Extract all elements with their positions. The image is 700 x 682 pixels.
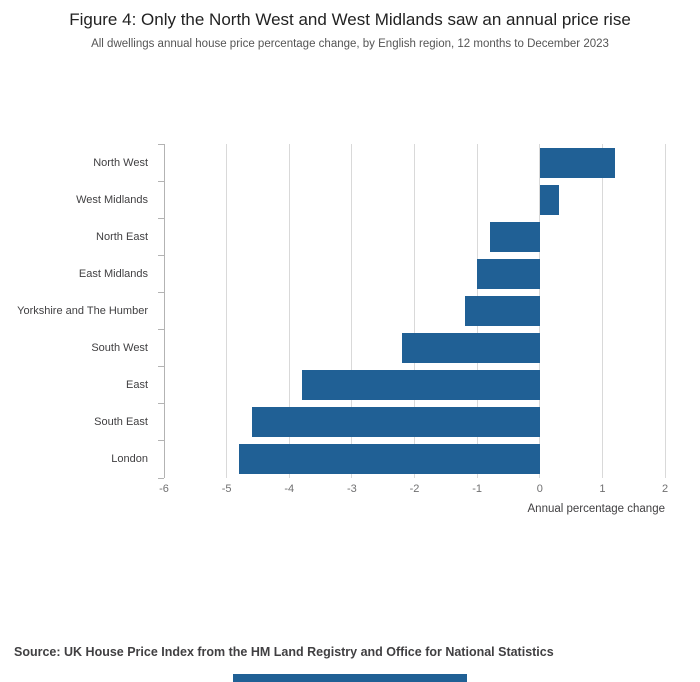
bar-yorkshire-and-the-humber	[464, 292, 540, 329]
chart-title: Figure 4: Only the North West and West M…	[69, 10, 631, 29]
figure-4-bar-chart: North West West Midlands North East East Mi…	[0, 143, 700, 515]
x-axis-title: Annual percentage change	[527, 503, 665, 515]
category-label: London	[111, 453, 148, 466]
bar-fill	[477, 258, 540, 289]
gridline	[664, 144, 666, 478]
y-axis-tick	[158, 180, 164, 182]
x-tick-label: 2	[661, 483, 669, 495]
bar-fill	[239, 444, 540, 475]
bar-london	[239, 441, 540, 478]
x-tick-label: -3	[346, 483, 357, 495]
partial-element-below-fold	[233, 674, 467, 682]
y-axis-tick	[158, 329, 164, 331]
bar-fill	[539, 184, 559, 215]
y-axis-tick	[158, 366, 164, 368]
y-axis-line	[163, 144, 165, 478]
category-label: South East	[94, 416, 148, 429]
bar-west-midlands	[539, 181, 559, 218]
gridline	[601, 144, 603, 478]
y-axis-tick	[158, 291, 164, 293]
y-axis-tick	[158, 217, 164, 219]
x-tick-label: 0	[536, 483, 543, 495]
bar-north-east	[489, 218, 540, 255]
x-tick-label: 1	[599, 483, 606, 495]
bar-fill	[251, 407, 540, 438]
gridline	[351, 144, 353, 478]
gridline	[539, 144, 541, 478]
bar-fill	[301, 370, 540, 401]
y-axis-tick	[158, 440, 164, 442]
x-tick-label: -6	[159, 483, 169, 495]
chart-subtitle: All dwellings annual house price percent…	[91, 38, 609, 50]
y-axis-tick	[158, 403, 164, 405]
x-tick-label: -4	[284, 483, 295, 495]
y-axis-labels: North West West Midlands North East East Mi…	[0, 144, 164, 478]
bar-east-midlands	[477, 255, 540, 292]
bar-fill	[489, 221, 540, 252]
chart-grid: North West West Midlands North East East Mi…	[0, 143, 700, 479]
x-tick-label: -1	[472, 483, 483, 495]
gridline	[414, 144, 415, 478]
bar-fill	[539, 147, 615, 178]
plot-area	[158, 143, 666, 479]
x-axis-ticks: -6 -5 -4 -3 -2 -1 0 1 2	[159, 483, 669, 498]
gridline	[226, 144, 228, 478]
category-label: East Midlands	[78, 267, 148, 280]
bar-fill	[401, 333, 540, 364]
category-label: South West	[91, 342, 148, 355]
bar-north-west	[539, 144, 615, 181]
category-label: West Midlands	[76, 193, 148, 206]
x-axis: -6 -5 -4 -3 -2 -1 0 1 2	[0, 483, 700, 498]
category-label: North East	[96, 230, 148, 243]
category-label: East	[125, 379, 148, 392]
y-axis-tick	[158, 254, 164, 256]
x-axis-title-row: Annual percentage change	[0, 503, 700, 515]
category-label: Yorkshire and The Humber	[17, 304, 148, 317]
gridline	[288, 144, 290, 478]
x-axis-spacer	[0, 483, 164, 498]
y-axis-tick	[158, 477, 164, 479]
x-tick-label: -5	[221, 483, 232, 495]
category-label: North West	[93, 156, 148, 169]
bar-fill	[464, 295, 540, 327]
x-tick-label: -2	[409, 483, 420, 495]
y-axis-tick	[158, 143, 164, 145]
bar-east	[301, 367, 540, 404]
source-note: Source: UK House Price Index from the HM…	[14, 645, 554, 659]
bar-south-east	[251, 404, 540, 441]
bar-south-west	[401, 330, 540, 367]
